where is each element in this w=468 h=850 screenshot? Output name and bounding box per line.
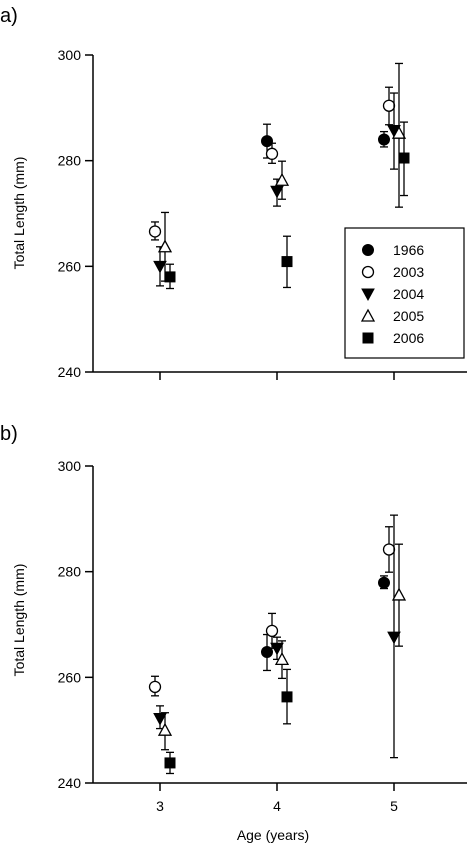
x-axis-title: Age (years) <box>237 827 309 843</box>
panel-a-axes: 240 260 280 300 <box>58 47 467 380</box>
legend-marker-2005 <box>360 308 376 322</box>
legend-label-2006: 2006 <box>393 330 424 346</box>
panel-b-point-2004 <box>270 642 284 656</box>
legend-items: 1966 2003 2004 2005 2006 <box>360 242 424 346</box>
panel-b-point-1966 <box>261 645 273 658</box>
panel-b-x-tick-label: 3 <box>156 798 164 814</box>
panel-b-point-2003 <box>265 624 279 637</box>
panel-a-y-tick-label: 280 <box>58 153 82 169</box>
panel-a-point-2003 <box>382 99 396 112</box>
panel-a-point-2003 <box>265 147 279 160</box>
panel-b-point-2005 <box>391 587 407 601</box>
panel-b-y-tick-label: 260 <box>58 669 82 685</box>
panel-a-point-2006 <box>281 256 293 268</box>
panel-b-y-tick-label: 280 <box>58 564 82 580</box>
panel-b-point-2003 <box>148 680 162 693</box>
panel-a-point-2004 <box>270 185 284 199</box>
legend-marker-1966 <box>362 244 374 256</box>
panel-b-y-axis-title: Total Length (mm) <box>11 564 27 677</box>
panel-b: b) Total Length (mm) 240 260 280 300 3 4 5 Age… <box>0 423 467 843</box>
panel-b-point-2006 <box>164 757 176 769</box>
panel-b-point-2005 <box>274 652 290 666</box>
panel-a-y-tick-label: 300 <box>58 47 82 63</box>
legend-label-2003: 2003 <box>393 264 424 280</box>
panel-a-y-tick-label: 240 <box>58 364 82 380</box>
legend-label-2005: 2005 <box>393 308 424 324</box>
legend-marker-2004 <box>361 288 375 302</box>
panel-b-point-2005 <box>157 722 173 736</box>
legend: 1966 2003 2004 2005 2006 <box>344 227 465 359</box>
panel-b-y-tick-label: 300 <box>58 458 82 474</box>
panel-a-point-1966 <box>378 133 390 146</box>
panel-a-point-2005 <box>391 125 407 139</box>
panel-b-axes: 240 260 280 300 3 4 5 <box>58 458 467 814</box>
panel-a-point-2006 <box>164 271 176 283</box>
panel-b-point-1966 <box>378 576 390 589</box>
panel-b-y-tick-label: 240 <box>58 775 82 791</box>
panel-b-point-2004 <box>387 631 401 645</box>
legend-label-1966: 1966 <box>393 242 424 258</box>
panel-a-point-2005 <box>157 239 173 253</box>
panel-a-marks <box>148 62 410 290</box>
legend-marker-2006 <box>362 332 374 344</box>
panel-b-point-2003 <box>382 543 396 556</box>
legend-marker-2003 <box>361 265 375 279</box>
panel-a-y-axis-title: Total Length (mm) <box>11 157 27 270</box>
panel-a: a) Total Length (mm) 240 260 280 300 1966 20… <box>0 5 467 380</box>
panel-a-y-tick-label: 260 <box>58 258 82 274</box>
panel-a-point-2004 <box>153 260 167 274</box>
panel-b-label: b) <box>0 423 18 445</box>
panel-b-x-tick-label: 4 <box>273 798 281 814</box>
panel-b-point-2004 <box>153 713 167 726</box>
legend-label-2004: 2004 <box>393 286 424 302</box>
panel-a-point-2003 <box>148 225 162 238</box>
panel-b-x-tick-label: 5 <box>390 798 398 814</box>
panel-a-point-2006 <box>398 152 410 164</box>
panel-a-point-2005 <box>274 172 290 186</box>
panel-b-marks <box>148 514 407 775</box>
panel-b-point-2006 <box>281 691 293 703</box>
panel-a-point-1966 <box>261 135 273 148</box>
panel-a-label: a) <box>0 5 18 27</box>
